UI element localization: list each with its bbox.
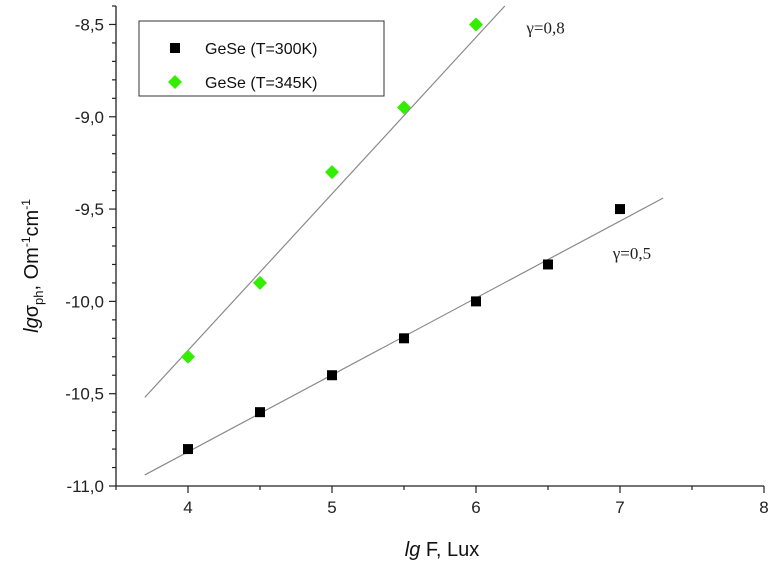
y-axis-title-sigma: σ: [21, 304, 43, 317]
y-axis-title-sup1: -1: [19, 236, 33, 247]
data-points: [181, 17, 625, 455]
gamma-annotation: γ=0,5: [612, 244, 651, 263]
data-point-series-0: [399, 333, 409, 344]
y-tick-label: -11,0: [67, 477, 105, 496]
y-axis-title-mid: cm: [21, 210, 43, 237]
x-tick-label: 7: [615, 498, 624, 517]
y-axis-title-rest: , Om: [21, 247, 43, 290]
data-point-series-0: [255, 407, 265, 418]
x-axis-title-prefix: lg: [405, 539, 421, 561]
data-point-series-0: [471, 296, 481, 307]
data-point-series-1: [181, 349, 195, 364]
data-point-series-0: [327, 370, 337, 381]
legend-marker-series-0: [170, 43, 180, 53]
data-point-series-1: [397, 100, 411, 115]
x-axis-title: lg F, Lux: [405, 539, 480, 561]
data-point-series-1: [253, 275, 267, 290]
x-axis-title-rest: F, Lux: [420, 539, 479, 561]
x-tick-label: 5: [327, 498, 336, 517]
y-tick-label: -9,5: [75, 200, 104, 219]
x-tick-label: 8: [759, 498, 768, 517]
gamma-annotation: γ=0,8: [525, 19, 564, 38]
axes: 4 5 6 7 8 -11,0 -10,5 -10,0 -9,5 -9,0 -8,5: [65, 5, 768, 517]
legend-label-series-0: GeSe (T=300K): [205, 41, 318, 58]
y-tick-label: -9,0: [75, 108, 104, 127]
legend-label-series-1: GeSe (T=345K): [205, 75, 318, 92]
data-point-series-0: [543, 259, 553, 270]
annotations: γ=0,8 γ=0,5: [525, 19, 651, 263]
data-point-series-1: [469, 17, 483, 32]
data-point-series-0: [615, 204, 625, 215]
y-tick-label: -8,5: [75, 15, 104, 34]
y-axis-title: lgσph, Om-1cm-1: [19, 199, 46, 333]
legend: GeSe (T=300K) GeSe (T=345K): [138, 20, 385, 97]
x-tick-label: 6: [471, 498, 480, 517]
data-point-series-0: [183, 444, 193, 455]
x-tick-label: 4: [183, 498, 192, 517]
y-tick-label: -10,5: [65, 385, 104, 404]
y-axis-title-prefix: lg: [21, 317, 43, 333]
y-axis-title-sub: ph: [31, 290, 46, 304]
y-axis-title-sup2: -1: [19, 199, 33, 210]
legend-marker-series-1: [168, 75, 182, 89]
data-point-series-1: [325, 165, 339, 180]
y-tick-label: -10,0: [65, 292, 104, 311]
fit-line-series-1: [144, 5, 506, 398]
